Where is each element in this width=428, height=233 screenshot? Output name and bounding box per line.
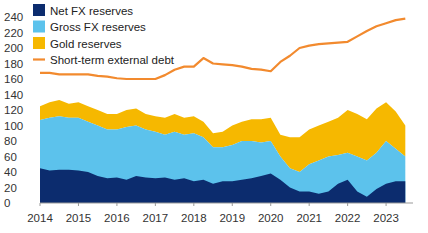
- x-tick: [40, 203, 41, 206]
- legend: Net FX reserves Gross FX reserves Gold res…: [33, 4, 175, 66]
- x-tick-label: 2015: [66, 212, 92, 224]
- legend-label: Gross FX reserves: [50, 21, 146, 33]
- legend-label: Net FX reserves: [50, 5, 133, 17]
- y-tick-label: 80: [4, 135, 17, 147]
- legend-label: Short-term external debt: [50, 54, 175, 66]
- x-tick-label: 2022: [335, 212, 361, 224]
- x-tick: [386, 203, 387, 206]
- legend-swatch: [33, 21, 45, 33]
- y-tick-label: 220: [4, 27, 23, 39]
- y-tick-label: 240: [4, 11, 23, 23]
- chart: 0 20 40 60 80 100 120 140 160 180 200 220 240 2014 201…: [0, 0, 428, 233]
- x-tick: [309, 203, 310, 206]
- y-tick-label: 200: [4, 42, 23, 54]
- legend-swatch: [33, 4, 45, 16]
- x-tick-label: 2018: [181, 212, 207, 224]
- y-tick: [37, 17, 39, 18]
- y-tick-label: 60: [4, 151, 17, 163]
- y-tick: [37, 141, 39, 142]
- y-tick: [37, 63, 39, 64]
- line: [40, 19, 405, 79]
- y-tick: [37, 94, 39, 95]
- x-tick: [270, 203, 271, 206]
- x-tick-label: 2021: [296, 212, 322, 224]
- y-tick: [37, 110, 39, 111]
- y-tick-label: 0: [4, 197, 10, 209]
- x-tick-label: 2016: [104, 212, 130, 224]
- y-tick: [37, 125, 39, 126]
- y-tick: [37, 172, 39, 173]
- y-tick-label: 40: [4, 166, 17, 178]
- x-tick: [116, 203, 117, 206]
- y-tick: [37, 203, 39, 204]
- area: [40, 116, 405, 203]
- x-tick-label: 2020: [258, 212, 284, 224]
- x-tick-label: 2019: [219, 212, 245, 224]
- x-tick: [347, 203, 348, 206]
- y-tick-label: 120: [4, 104, 23, 116]
- area: [40, 168, 405, 203]
- legend-swatch: [33, 37, 45, 49]
- legend-label: Gold reserves: [50, 38, 122, 50]
- x-tick: [193, 203, 194, 206]
- x-tick-label: 2017: [143, 212, 169, 224]
- x-tick: [78, 203, 79, 206]
- x-tick-label: 2014: [27, 212, 53, 224]
- x-tick: [155, 203, 156, 206]
- y-tick-label: 100: [4, 120, 23, 132]
- y-tick: [37, 79, 39, 80]
- y-tick-label: 180: [4, 58, 23, 70]
- y-tick: [37, 156, 39, 157]
- y-tick-label: 160: [4, 73, 23, 85]
- x-tick-label: 2023: [373, 212, 399, 224]
- y-tick-label: 140: [4, 89, 23, 101]
- y-tick: [37, 187, 39, 188]
- y-tick-label: 20: [4, 182, 17, 194]
- x-tick: [232, 203, 233, 206]
- legend-swatch: [33, 58, 45, 60]
- plot-area: [40, 19, 405, 203]
- x-axis-line: [40, 203, 413, 204]
